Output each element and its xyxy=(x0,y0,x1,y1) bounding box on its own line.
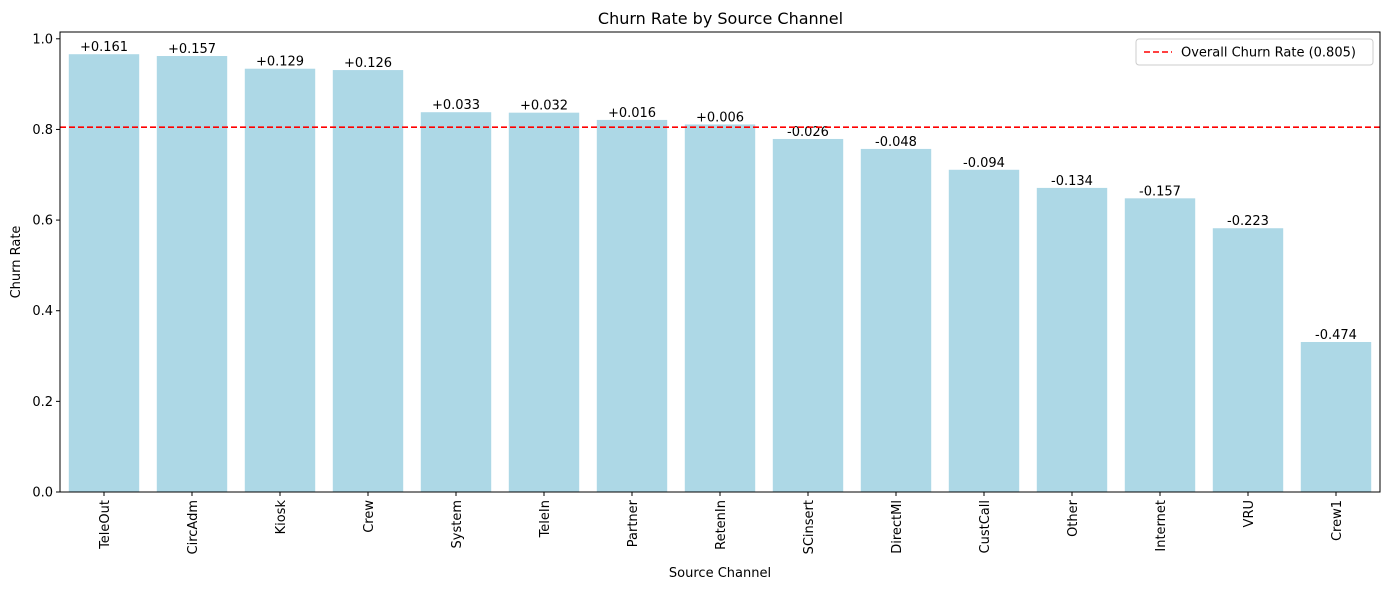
bar-internet xyxy=(1124,198,1196,492)
bar-value-label: -0.048 xyxy=(875,135,917,150)
data-labels-group: +0.161 +0.157 +0.129 +0.126 +0.033 +0.032 +0.0… xyxy=(80,40,1357,343)
x-tick-label: VRU xyxy=(1242,500,1257,527)
y-tick-label: 0.0 xyxy=(32,486,53,501)
y-tick-label: 0.6 xyxy=(32,214,53,229)
chart-title: Churn Rate by Source Channel xyxy=(598,9,843,28)
x-tick-label: Partner xyxy=(626,499,641,547)
bar-circadm xyxy=(156,56,228,492)
x-tick-label: Kiosk xyxy=(274,500,289,535)
legend-box xyxy=(1135,38,1374,66)
bar-kiosk xyxy=(244,68,316,493)
y-axis-label: Churn Rate xyxy=(9,226,24,299)
bar-value-label: -0.157 xyxy=(1139,184,1181,199)
bar-telein xyxy=(508,112,580,492)
y-tick-label: 0.4 xyxy=(32,304,53,319)
x-axis: TeleOut CircAdm Kiosk Crew System TeleIn Partn… xyxy=(98,492,1345,554)
bar-crew1 xyxy=(1300,341,1372,492)
x-tick-label: Other xyxy=(1066,499,1081,537)
y-tick-label: 0.8 xyxy=(32,123,53,138)
bar-value-label: +0.016 xyxy=(608,106,656,121)
bar-vru xyxy=(1212,228,1284,492)
bar-directml xyxy=(860,148,932,493)
bar-teleout xyxy=(68,54,140,492)
x-tick-label: DirectMl xyxy=(890,500,905,554)
x-tick-label: TeleOut xyxy=(98,500,113,550)
bar-value-label: +0.161 xyxy=(80,40,128,55)
x-tick-label: CustCall xyxy=(978,500,993,553)
x-tick-label: RetenIn xyxy=(714,500,729,550)
bar-custcall xyxy=(948,169,1020,493)
x-tick-label: CircAdm xyxy=(186,500,201,554)
bar-value-label: -0.094 xyxy=(963,156,1005,171)
bar-system xyxy=(420,112,492,493)
legend-entry-label: Overall Churn Rate (0.805) xyxy=(1181,46,1356,61)
bar-value-label: -0.474 xyxy=(1315,328,1357,343)
x-tick-label: System xyxy=(450,500,465,548)
bar-value-label: +0.157 xyxy=(168,42,216,57)
bar-crew xyxy=(332,70,404,492)
x-axis-label: Source Channel xyxy=(669,566,771,581)
bar-partner xyxy=(596,119,668,493)
bar-retenin xyxy=(684,124,756,493)
bar-value-label: +0.032 xyxy=(520,99,568,114)
bars-group xyxy=(68,54,1372,493)
bar-value-label: +0.033 xyxy=(432,98,480,113)
bar-value-label: -0.026 xyxy=(787,125,829,140)
bar-value-label: +0.006 xyxy=(696,110,744,125)
bar-other xyxy=(1036,187,1108,492)
legend: Overall Churn Rate (0.805) xyxy=(1135,38,1374,66)
y-tick-label: 1.0 xyxy=(32,32,53,47)
bar-value-label: +0.129 xyxy=(256,55,304,70)
x-tick-label: Internet xyxy=(1154,500,1169,552)
y-tick-label: 0.2 xyxy=(32,395,53,410)
bar-scinsert xyxy=(772,138,844,492)
bar-value-label: +0.126 xyxy=(344,56,392,71)
y-axis: 0.0 0.2 0.4 0.6 0.8 1.0 xyxy=(32,32,60,501)
x-tick-label: Crew xyxy=(362,500,377,533)
x-tick-label: Crew1 xyxy=(1330,500,1345,541)
x-tick-label: TeleIn xyxy=(538,500,553,538)
bar-value-label: -0.134 xyxy=(1051,174,1093,189)
x-tick-label: SCinsert xyxy=(802,500,817,554)
bar-value-label: -0.223 xyxy=(1227,214,1269,229)
